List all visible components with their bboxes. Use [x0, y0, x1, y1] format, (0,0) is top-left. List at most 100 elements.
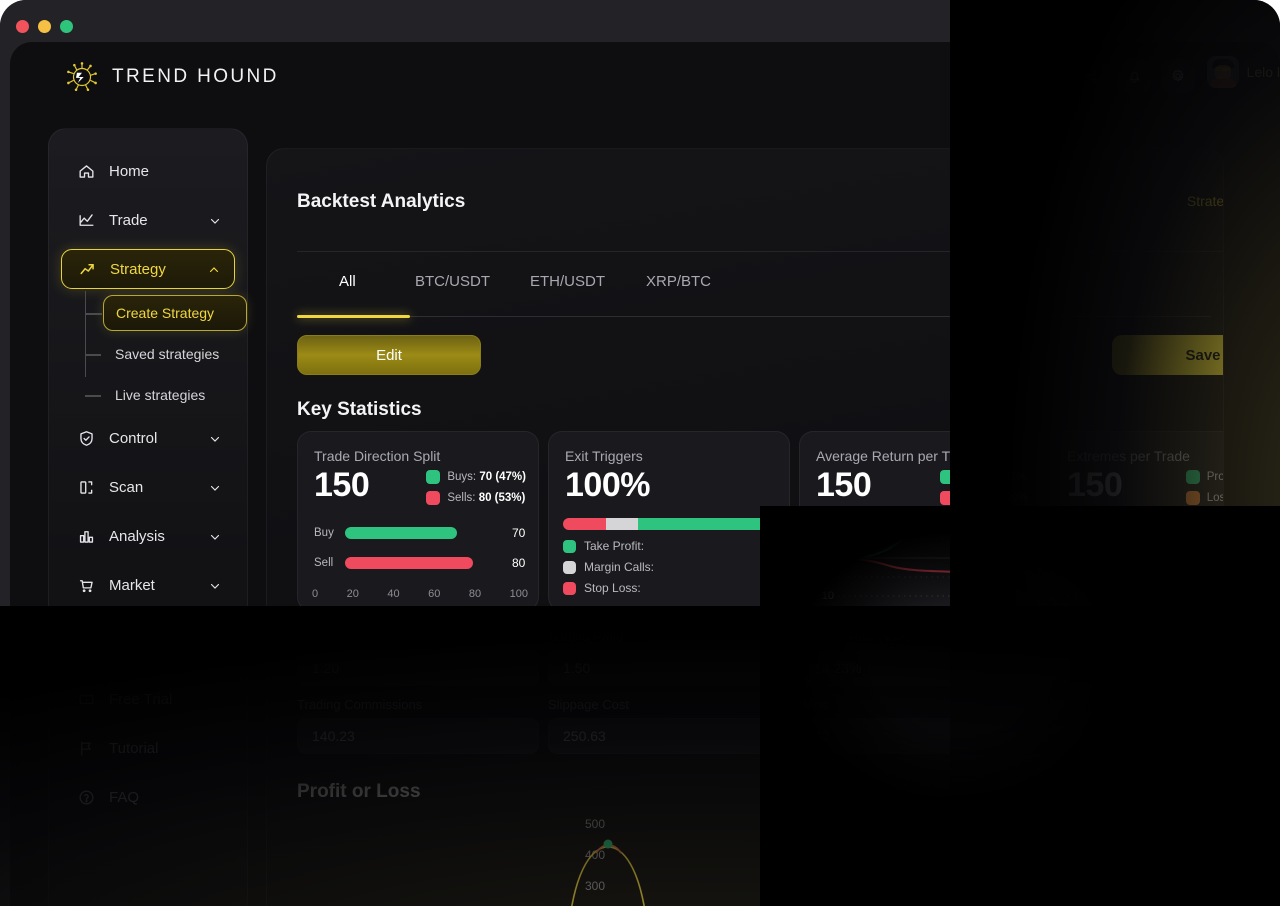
- sidebar-item-faq[interactable]: FAQ: [61, 777, 235, 817]
- stack-segment-take-profit: [637, 518, 777, 530]
- scan-icon: [77, 478, 96, 497]
- ticket-icon: [77, 690, 96, 709]
- share-icon[interactable]: [1073, 59, 1107, 93]
- card-title: Trade Direction Split: [314, 448, 441, 464]
- field-sortino-ratio: Sortino Ratio 1.50: [548, 629, 790, 686]
- field-value[interactable]: 100: [1050, 650, 1223, 686]
- field-label: Slippage Cost: [548, 697, 629, 712]
- card-extremes-per-trade: Extremes per Trade 150 Profit: 10.45% Lo…: [1050, 431, 1224, 611]
- legend-text: Loss: -2.00%: [960, 492, 1028, 504]
- mini-line-chart: [838, 514, 1034, 606]
- legend-item: Loss: -2.00%: [939, 491, 1028, 505]
- gear-icon[interactable]: [1161, 59, 1195, 93]
- card-trade-direction-split: Trade Direction Split 150 Buys: 70 (47%)…: [297, 431, 539, 611]
- card-legend: Buys: 70 (47%) Sells: 80 (53%): [426, 470, 526, 512]
- sidebar-item-label: Scan: [109, 478, 144, 496]
- field-value[interactable]: 140.23: [297, 718, 539, 754]
- field-label: Losses: [1050, 697, 1092, 712]
- legend-item: Profit: 8.31%: [939, 470, 1028, 484]
- y-tick: 0: [827, 552, 834, 564]
- line-chart-icon: [77, 211, 96, 230]
- window-close-button[interactable]: [16, 20, 29, 33]
- sidebar-subitem-create-strategy[interactable]: Create Strategy: [86, 295, 247, 331]
- main-content: Backtest Analytics Strategy All BTC/USDT…: [266, 148, 1224, 906]
- card-value: 150: [1067, 466, 1123, 504]
- brand-logo[interactable]: TREND HOUND: [65, 60, 279, 94]
- y-tick: - 10: [815, 590, 834, 602]
- sidebar-item-label: Home: [109, 162, 150, 180]
- strategy-submenu: Create Strategy Saved strategies Live st…: [49, 291, 247, 413]
- sidebar-item-strategy[interactable]: Strategy: [61, 249, 235, 289]
- sidebar-item-scan[interactable]: Scan: [61, 467, 235, 507]
- profit-or-loss-heading: Profit or Loss: [297, 781, 421, 802]
- bar-label: Buy: [314, 527, 334, 539]
- legend-swatch-sells: [426, 491, 441, 505]
- card-legend: Profit: 10.45% Loss: -2.50%: [1185, 470, 1224, 512]
- sidebar-subitem-saved-strategies[interactable]: Saved strategies: [85, 336, 247, 372]
- tabs-rule: [297, 316, 1211, 317]
- field-label: Trading Commissions: [297, 697, 423, 712]
- user-profile[interactable]: Lelo l: [1206, 56, 1280, 88]
- legend-text: Profit: 8.31%: [960, 471, 1027, 483]
- tab-xrp-btc[interactable]: XRP/BTC: [646, 273, 712, 290]
- tab-all[interactable]: All: [339, 273, 356, 290]
- sidebar-item-trade[interactable]: Trade: [61, 200, 235, 240]
- sidebar-item-pricing[interactable]: Pricing: [61, 630, 235, 670]
- card-title: Average Return per Trade: [816, 448, 978, 464]
- tab-btc-usdt[interactable]: BTC/USDT: [415, 273, 490, 290]
- legend-item: Buys: 70 (47%): [426, 470, 526, 484]
- field-value[interactable]: 250.63: [548, 718, 790, 754]
- window-maximize-button[interactable]: [60, 20, 73, 33]
- card-title: Extremes per Trade: [1067, 448, 1190, 464]
- app-header: TREND HOUND: [10, 42, 1280, 112]
- sidebar-subitem-live-strategies[interactable]: Live strategies: [85, 377, 247, 413]
- profit-or-loss-chart: [297, 809, 1223, 906]
- cart-icon: [77, 576, 96, 595]
- legend-value: 20: [761, 581, 775, 595]
- header-actions: [1073, 59, 1195, 93]
- field-value[interactable]: 42: [799, 718, 1041, 754]
- legend-row-take-profit: Take Profit: 65: [563, 539, 775, 553]
- stack-segment-margin-calls: [605, 518, 638, 530]
- sidebar-item-home[interactable]: Home: [61, 151, 235, 191]
- bell-icon[interactable]: [1117, 59, 1151, 93]
- stacked-bar: [563, 518, 777, 530]
- sidebar-item-market[interactable]: Market: [61, 565, 235, 605]
- legend-text: Sells: 80 (53%): [447, 492, 526, 504]
- username-label: Lelo l: [1246, 64, 1280, 80]
- sidebar-item-tutorial[interactable]: Tutorial: [61, 728, 235, 768]
- card-value: 150: [816, 466, 872, 504]
- sidebar-item-label: Pricing: [109, 641, 155, 659]
- chevron-down-icon: [209, 579, 221, 591]
- legend-item: Sells: 80 (53%): [426, 491, 526, 505]
- legend-swatch-take-profit: [563, 539, 576, 553]
- field-value[interactable]: 1.20: [297, 650, 539, 686]
- edit-button[interactable]: Edit: [297, 335, 481, 375]
- flag-icon: [77, 739, 96, 758]
- field-label: Open Positions: [1050, 629, 1139, 644]
- window-minimize-button[interactable]: [38, 20, 51, 33]
- tab-eth-usdt[interactable]: ETH/USDT: [530, 273, 605, 290]
- header-divider: [297, 251, 1223, 252]
- card-exit-triggers: Exit Triggers 100% Take Profit: 65: [548, 431, 790, 611]
- legend-text: Profit: 10.45%: [1206, 471, 1224, 483]
- sidebar-item-analysis[interactable]: Analysis: [61, 516, 235, 556]
- chevron-down-icon: [209, 530, 221, 542]
- sidebar-item-control[interactable]: Control: [61, 418, 235, 458]
- legend-text: Buys: 70 (47%): [447, 471, 526, 483]
- sidebar-item-label: Trade: [109, 211, 148, 229]
- sidebar-item-free-trial[interactable]: Free Trial: [61, 679, 235, 719]
- bar-value: 70: [512, 526, 526, 540]
- mini-line-chart: [1089, 514, 1223, 606]
- sidebar-item-label: FAQ: [109, 788, 140, 806]
- y-tick: 10: [1072, 514, 1085, 526]
- save-button[interactable]: Save: [1112, 335, 1223, 375]
- chart-y-axis: 10 5 0 - 5 - 10: [1051, 514, 1085, 606]
- bar-fill-sell: [345, 557, 473, 569]
- axis-tick: 0: [312, 588, 319, 600]
- chevron-up-icon: [208, 263, 220, 275]
- field-value[interactable]: 14.23%: [799, 650, 1041, 686]
- field-value[interactable]: 28: [1050, 718, 1223, 754]
- field-value[interactable]: 1.50: [548, 650, 790, 686]
